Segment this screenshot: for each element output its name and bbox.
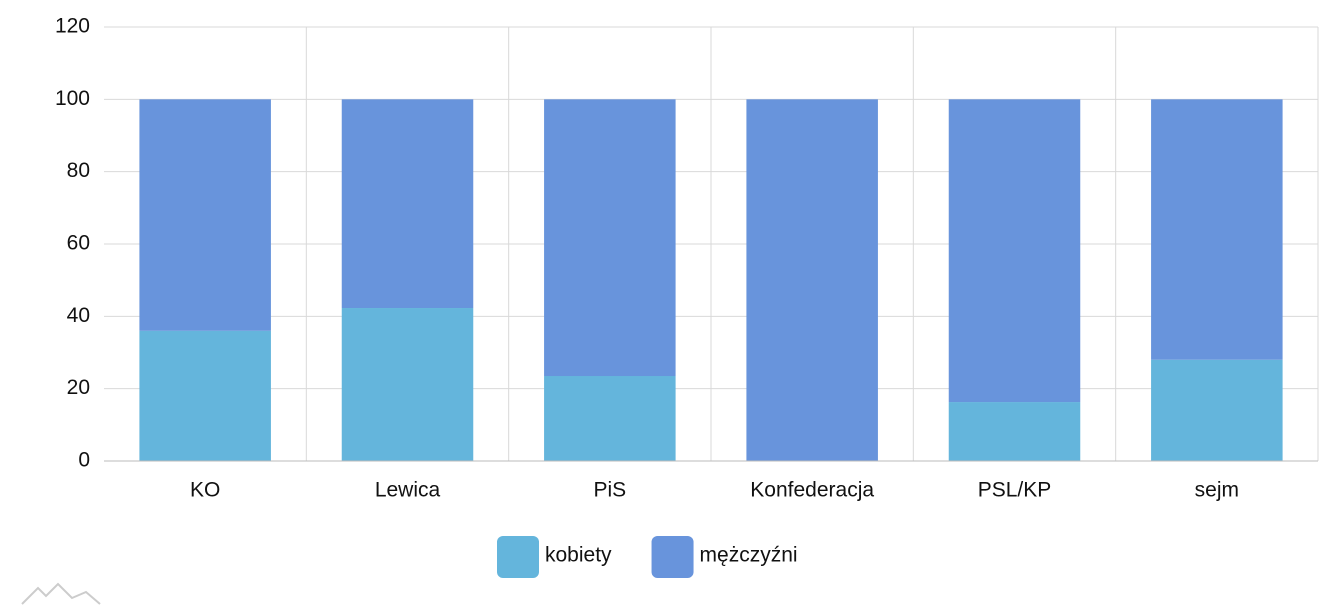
y-tick-label: 120: [55, 15, 90, 38]
y-tick-label: 40: [67, 304, 90, 327]
bar-segment: [139, 99, 271, 331]
bar-segment: [948, 99, 1081, 403]
bar-segment: [341, 99, 474, 309]
legend-swatch: [651, 536, 694, 578]
x-tick-label: PiS: [593, 479, 626, 502]
bar-segment: [1151, 359, 1283, 461]
x-tick-label: Konfederacja: [750, 479, 874, 502]
bar-segment: [544, 376, 676, 461]
bar-segment: [139, 330, 271, 461]
logo: [21, 582, 101, 605]
y-tick-label: 60: [67, 232, 90, 255]
legend-label: kobiety: [545, 544, 612, 567]
legend-swatch: [497, 536, 539, 578]
x-tick-label: Lewica: [375, 479, 441, 502]
bar-segment: [746, 99, 878, 461]
bar-segment: [948, 402, 1081, 461]
x-tick-label: sejm: [1195, 479, 1239, 502]
legend-label: mężczyźni: [700, 544, 798, 567]
bar-segment: [1151, 99, 1283, 360]
x-tick-label: PSL/KP: [978, 479, 1052, 502]
y-tick-label: 100: [55, 87, 90, 110]
y-tick-label: 80: [67, 159, 90, 182]
bar-segment: [341, 308, 474, 461]
bar-segment: [544, 99, 676, 377]
y-tick-label: 20: [67, 376, 90, 399]
y-tick-label: 0: [78, 449, 90, 472]
x-tick-label: KO: [190, 479, 220, 502]
